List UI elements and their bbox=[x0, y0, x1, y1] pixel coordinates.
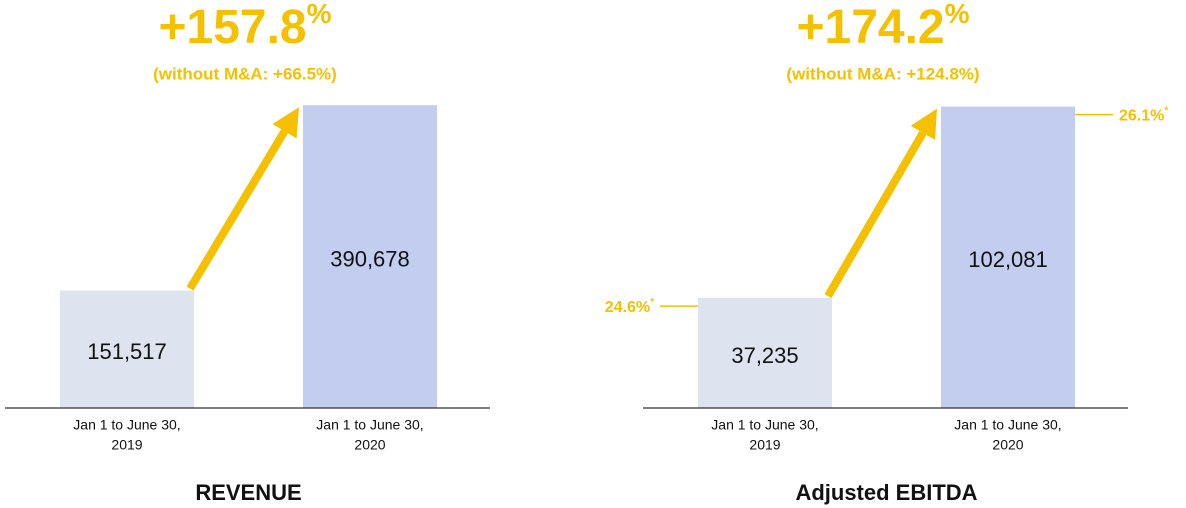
x-tick-label: Jan 1 to June 30, bbox=[711, 417, 818, 433]
x-tick-label: Jan 1 to June 30, bbox=[316, 417, 423, 433]
x-tick-label: Jan 1 to June 30, bbox=[73, 417, 180, 433]
bar bbox=[698, 298, 832, 408]
margin-label: 24.6%* bbox=[605, 297, 654, 317]
growth-unit: % bbox=[945, 0, 970, 29]
growth-headline: +157.8% bbox=[158, 0, 331, 54]
growth-value: +174.2 bbox=[796, 1, 944, 54]
x-tick-label: 2019 bbox=[749, 437, 780, 453]
chart-title: Adjusted EBITDA bbox=[795, 480, 977, 505]
growth-arrowhead bbox=[910, 108, 937, 140]
growth-headline: +174.2% bbox=[796, 0, 969, 54]
growth-arrow bbox=[824, 130, 927, 299]
value-label: 37,235 bbox=[731, 343, 798, 368]
value-label: 102,081 bbox=[968, 247, 1048, 272]
x-tick-label: 2020 bbox=[992, 437, 1023, 453]
bar bbox=[303, 105, 437, 408]
growth-unit: % bbox=[307, 0, 332, 29]
growth-arrow bbox=[186, 129, 289, 291]
subtitle: (without M&A: +66.5%) bbox=[153, 64, 337, 83]
margin-value: 26.1% bbox=[1119, 108, 1164, 125]
x-tick-label: 2020 bbox=[354, 437, 385, 453]
margin-note: * bbox=[650, 297, 654, 308]
bar bbox=[60, 290, 194, 408]
chart-title: REVENUE bbox=[195, 480, 301, 505]
value-label: 151,517 bbox=[87, 339, 167, 364]
x-tick-label: Jan 1 to June 30, bbox=[954, 417, 1061, 433]
value-label: 390,678 bbox=[330, 246, 410, 271]
margin-label: 26.1%* bbox=[1119, 105, 1168, 125]
growth-arrowhead bbox=[272, 107, 299, 139]
margin-note: * bbox=[1164, 105, 1168, 116]
x-tick-label: 2019 bbox=[111, 437, 142, 453]
subtitle: (without M&A: +124.8%) bbox=[786, 64, 979, 83]
bar bbox=[941, 106, 1075, 409]
growth-value: +157.8 bbox=[158, 1, 306, 54]
margin-value: 24.6% bbox=[605, 299, 650, 316]
